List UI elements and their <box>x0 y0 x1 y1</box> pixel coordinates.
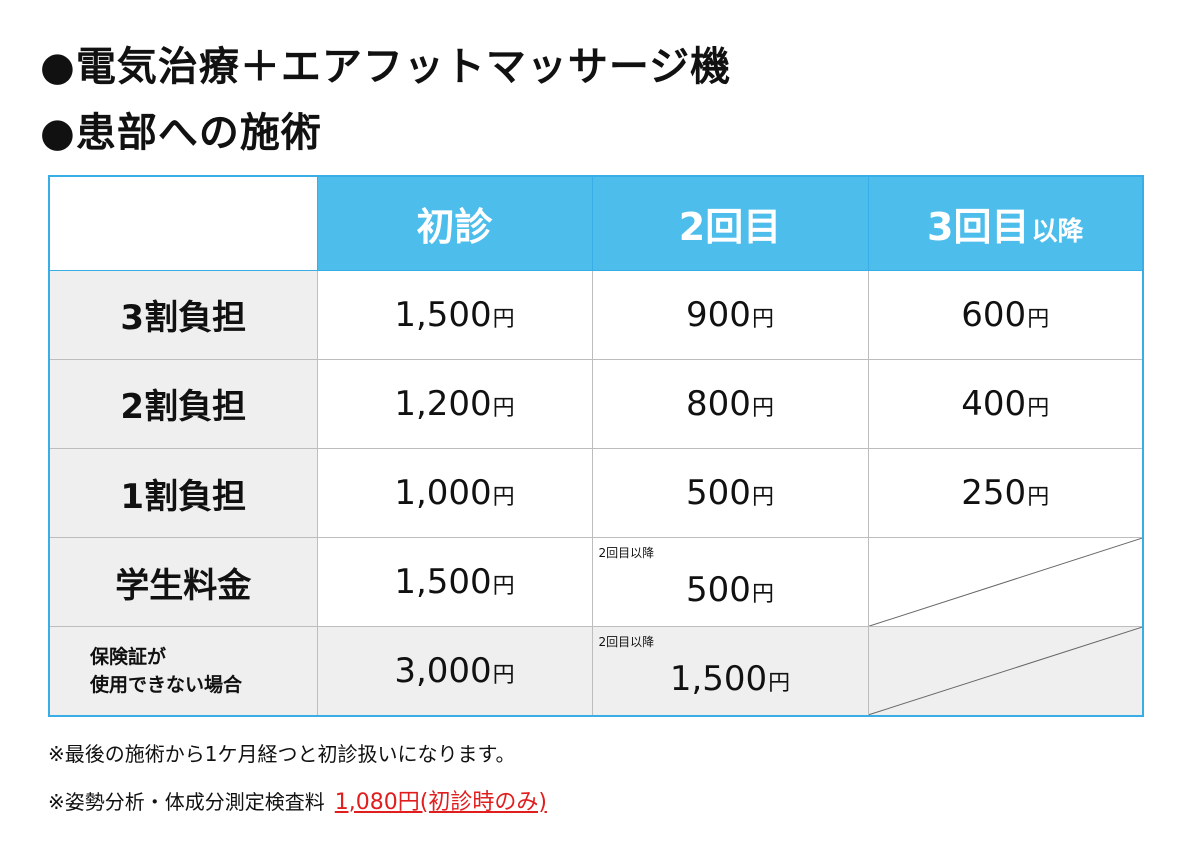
row-label: 学生料金 <box>48 537 318 628</box>
price-table: 初診 2回目 3回目以降 3割負担 1,500円 900円 600円 2割負担 … <box>48 175 1144 717</box>
header-suffix: 以降 <box>1031 216 1084 247</box>
table-row: 保険証が 使用できない場合 3,000円 2回目以降 1,500円 <box>48 626 1144 717</box>
table-row: 1割負担 1,000円 500円 250円 <box>48 447 1144 539</box>
exam-fee-note: 1,080円(初診時のみ) <box>334 790 547 815</box>
row-label: 1割負担 <box>48 447 318 539</box>
table-row: 学生料金 1,500円 2回目以降 500円 <box>48 537 1144 628</box>
empty-slash-cell <box>867 626 1144 717</box>
table-row: 3割負担 1,500円 900円 600円 <box>48 269 1144 360</box>
table-row: 2割負担 1,200円 800円 400円 <box>48 358 1144 449</box>
row-label: 保険証が 使用できない場合 <box>48 626 318 717</box>
price-cell: 250円 <box>867 447 1144 539</box>
header-first-visit: 初診 <box>316 175 593 271</box>
table-header-row: 初診 2回目 3回目以降 <box>48 175 1144 271</box>
price-cell: 400円 <box>867 358 1144 449</box>
price-cell: 3,000円 <box>316 626 593 717</box>
price-cell: 2回目以降 1,500円 <box>591 626 869 717</box>
cell-note: 2回目以降 <box>598 546 655 561</box>
header-second-visit: 2回目 <box>591 175 869 271</box>
price-cell: 800円 <box>591 358 869 449</box>
row-label: 3割負担 <box>48 269 318 360</box>
header-blank-cell <box>48 175 318 271</box>
price-cell: 2回目以降 500円 <box>591 537 869 628</box>
price-cell: 1,500円 <box>316 269 593 360</box>
footnote-1: ※最後の施術から1ケ月経つと初診扱いになります。 <box>48 742 516 766</box>
price-cell: 1,500円 <box>316 537 593 628</box>
row-label: 2割負担 <box>48 358 318 449</box>
price-cell: 1,000円 <box>316 447 593 539</box>
price-cell: 1,200円 <box>316 358 593 449</box>
title-line-2: ●患部への施術 <box>40 110 322 156</box>
title-line-1: ●電気治療＋エアフットマッサージ機 <box>40 44 732 90</box>
price-cell: 900円 <box>591 269 869 360</box>
cell-note: 2回目以降 <box>598 635 655 650</box>
price-cell: 600円 <box>867 269 1144 360</box>
price-cell: 500円 <box>591 447 869 539</box>
footnote-2: ※姿勢分析・体成分測定検査料 1,080円(初診時のみ) <box>48 790 547 815</box>
empty-slash-cell <box>867 537 1144 628</box>
header-third-visit-onward: 3回目以降 <box>867 175 1144 271</box>
